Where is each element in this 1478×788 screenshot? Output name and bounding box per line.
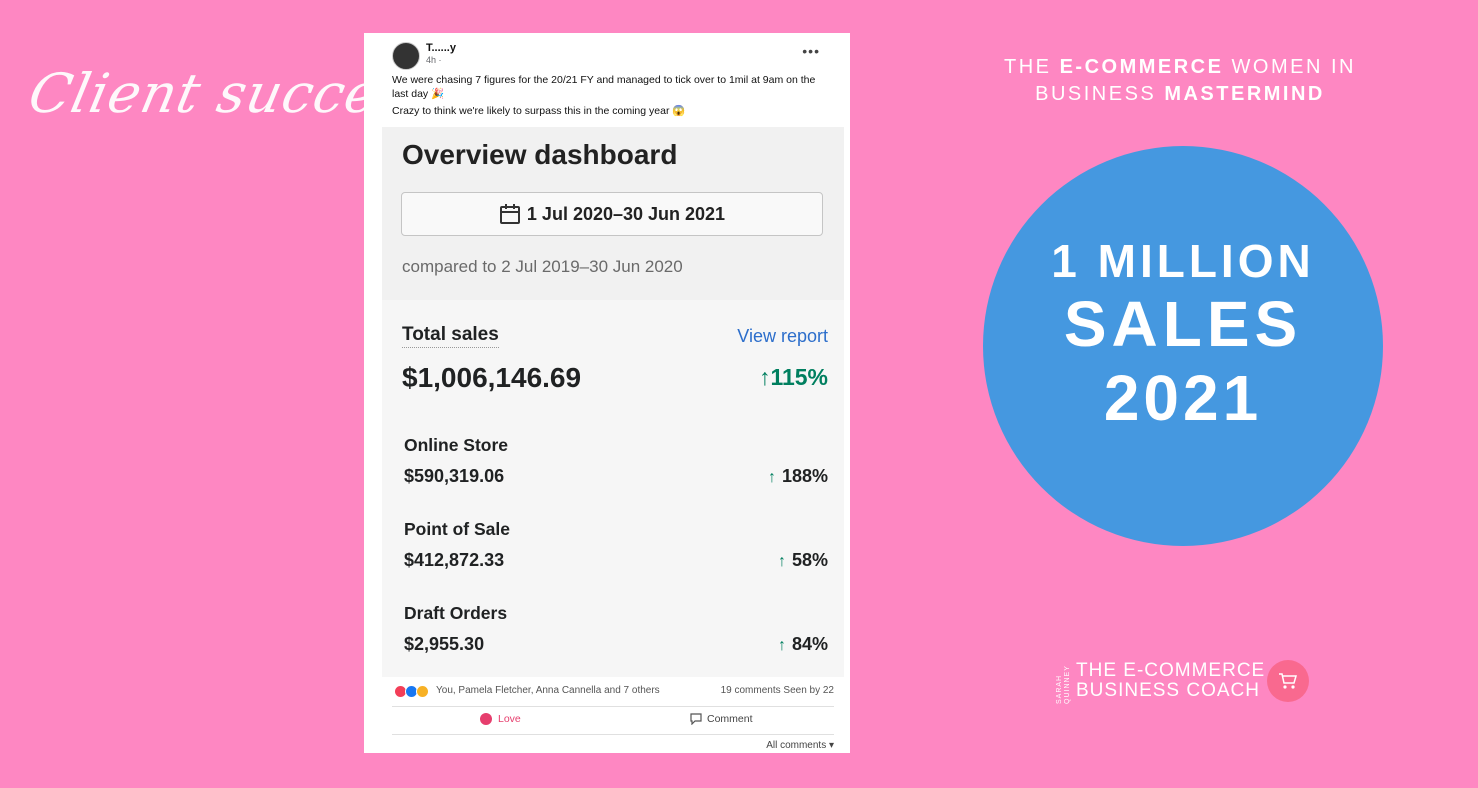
channel-change-point-of-sale: ↑ 58% [777,550,828,570]
badge-line-1: 1 MILLION [1051,235,1315,287]
view-report-link[interactable]: View report [737,326,828,346]
divider [392,734,834,735]
care-reaction-icon [416,685,429,698]
divider [392,706,834,707]
love-button[interactable]: Love [480,713,521,725]
reaction-names[interactable]: You, Pamela Fletcher, Anna Cannella and … [436,685,660,696]
total-sales-value: $1,006,146.69 [402,362,582,393]
badge-line-3: 2021 [1103,362,1263,434]
channel-label-online-store: Online Store [404,435,509,455]
channel-value-draft-orders: $2,955.30 [404,634,485,654]
post-text: We were chasing 7 figures for the 20/21 … [392,74,816,117]
facebook-post-screenshot: T......y 4h · ••• We were chasing 7 figu… [364,33,850,753]
channel-change-draft-orders: ↑ 84% [777,634,828,654]
ellipsis-icon[interactable]: ••• [802,43,820,59]
channel-label-draft-orders: Draft Orders [404,603,508,623]
logo-line-2: BUSINESS COACH [1076,680,1260,701]
comparison-range: compared to 2 Jul 2019–30 Jun 2020 [402,257,683,276]
channel-change-online-store: ↑ 188% [767,466,828,486]
all-comments-dropdown[interactable]: All comments ▾ [766,740,834,751]
avatar[interactable] [392,42,420,70]
up-arrow-icon: ↑ [767,469,776,486]
date-range-button[interactable]: 1 Jul 2020–30 Jun 2021 [401,192,823,236]
brand-logo: SARAH QUINNEY THE E-COMMERCE BUSINESS CO… [1056,658,1310,704]
comment-button[interactable]: Comment [690,713,753,725]
mastermind-headline: THE E-COMMERCE WOMEN IN BUSINESS MASTERM… [1004,56,1356,105]
post-time[interactable]: 4h · [426,55,442,65]
heart-icon [480,713,492,725]
post-footer: You, Pamela Fletcher, Anna Cannella and … [392,679,834,753]
date-range-label: 1 Jul 2020–30 Jun 2021 [526,203,726,224]
logo-line-1: THE E-COMMERCE [1076,660,1266,681]
comment-icon [690,713,702,725]
badge-line-2: SALES [1063,288,1303,360]
post-author[interactable]: T......y [426,42,456,54]
up-arrow-icon: ↑ [777,553,786,570]
overview-dashboard: Overview dashboard 1 Jul 2020–30 Jun 202… [382,127,844,677]
comment-counts[interactable]: 19 comments Seen by 22 [720,685,834,696]
total-sales-card: Total sales View report $1,006,146.69 ↑1… [382,300,844,677]
million-sales-badge: 1 MILLION SALES 2021 [983,146,1383,546]
total-sales-change: ↑115% [758,364,828,390]
channel-value-point-of-sale: $412,872.33 [404,550,505,570]
total-sales-label: Total sales [402,324,499,348]
reaction-icons[interactable] [394,685,429,698]
dashboard-title: Overview dashboard [402,139,678,170]
logo-vertical-name: SARAH QUINNEY [1056,665,1071,704]
calendar-icon [499,204,520,224]
channel-label-point-of-sale: Point of Sale [404,519,510,539]
up-arrow-icon: ↑ [777,637,786,654]
channel-value-online-store: $590,319.06 [404,466,505,486]
post-header: T......y 4h · ••• We were chasing 7 figu… [382,33,832,127]
cart-icon [1267,660,1310,702]
